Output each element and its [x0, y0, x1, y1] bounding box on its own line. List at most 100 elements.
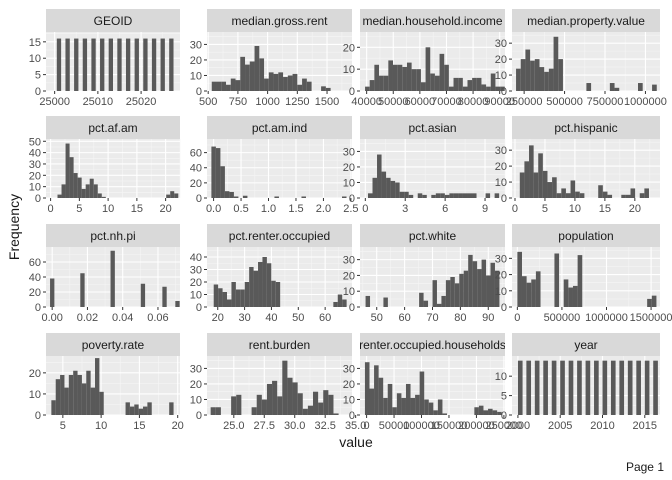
x-tick-label: 6 [442, 203, 448, 215]
histogram-bar [468, 254, 473, 307]
histogram-bar [77, 374, 82, 415]
x-tick-label: 40 [265, 312, 277, 324]
histogram-bar [143, 38, 148, 91]
histogram-bar [244, 282, 250, 307]
y-tick-label: 0 [196, 86, 202, 98]
histogram-bar [544, 71, 549, 91]
histogram-bar [630, 188, 636, 198]
histogram-bar [551, 360, 557, 415]
histogram-bar [472, 77, 477, 91]
histogram-bar [621, 194, 626, 198]
histogram-bar [390, 180, 396, 198]
histogram-bar [396, 393, 402, 415]
histogram-bar [554, 253, 560, 307]
y-tick-label: 0 [196, 302, 202, 314]
x-tick-label: 0 [364, 420, 370, 432]
histogram-bar [143, 406, 148, 415]
histogram-bar [74, 38, 79, 91]
histogram-bar [495, 86, 501, 91]
facet-panel-rent-burden: rent.burden 0 10 20 30 25.0 27.5 30.0 32.5 35.0 [190, 333, 366, 432]
histogram-bar [534, 360, 540, 415]
x-tick-label: 0 [362, 203, 368, 215]
facet-strip [207, 9, 352, 32]
y-tick-label: 20 [29, 170, 41, 182]
histogram-bar [365, 86, 370, 91]
x-tick-label: 150000 [431, 420, 468, 432]
x-tick-label: 5 [60, 420, 66, 432]
histogram-bar [231, 282, 236, 307]
histogram-bar [57, 194, 62, 198]
x-tick-label: 200000 [458, 420, 495, 432]
x-tick-label: 3 [402, 203, 408, 215]
histogram-bar [224, 191, 230, 198]
y-tick-label: 40 [190, 163, 202, 175]
histogram-bar [240, 56, 246, 91]
histogram-bar [169, 402, 174, 415]
histogram-bar [215, 407, 221, 415]
histogram-bar [323, 390, 329, 415]
histogram-bar [218, 288, 223, 307]
histogram-bar [90, 387, 96, 415]
facet-strip [512, 9, 660, 32]
histogram-bar [251, 407, 257, 415]
histogram-bar [497, 411, 502, 415]
facet-strip [207, 116, 352, 139]
histogram-bar [229, 191, 234, 198]
histogram-bar [227, 299, 232, 307]
y-tick-label: 5 [35, 70, 41, 82]
facet-strip [360, 116, 505, 139]
x-tick-label: 10 [569, 203, 581, 215]
histogram-bar [459, 273, 464, 307]
histogram-bar [494, 270, 500, 307]
facet-panel-pct-white: pct.white 0 10 20 30 50 60 70 80 90 [343, 224, 505, 324]
histogram-bar [170, 191, 175, 198]
histogram-bar [636, 360, 641, 415]
y-tick-label: 0 [349, 86, 355, 98]
histogram-bar [490, 73, 496, 91]
x-tick-label: 10 [95, 420, 107, 432]
histogram-bar [490, 262, 495, 307]
histogram-bar [61, 184, 66, 198]
x-tick-label: 25.0 [223, 420, 244, 432]
histogram-bar [73, 173, 78, 198]
histogram-bar [138, 408, 144, 415]
histogram-bar [397, 64, 403, 91]
x-tick-label: 0.06 [147, 312, 168, 324]
x-tick-label: 10 [102, 203, 114, 215]
histogram-bar [242, 195, 248, 198]
x-tick-label: 1500 [315, 96, 339, 108]
x-tick-label: 15 [599, 203, 611, 215]
histogram-bar [610, 360, 616, 415]
histogram-bar [432, 280, 437, 307]
histogram-bar [535, 271, 541, 307]
histogram-bar [401, 397, 406, 415]
histogram-bar [653, 360, 658, 415]
x-tick-label: 0 [48, 203, 54, 215]
histogram-bar [434, 75, 440, 91]
y-tick-label: 60 [190, 148, 202, 160]
histogram-bar [129, 406, 135, 415]
histogram-bar [379, 75, 384, 91]
histogram-bar [256, 394, 262, 415]
y-tick-label: 20 [190, 55, 202, 67]
y-tick-label: 0 [349, 302, 355, 314]
facet-title: pct.hispanic [554, 121, 617, 135]
histogram-bar [568, 360, 574, 415]
facet-strip [360, 333, 505, 356]
x-tick-label: 20 [159, 203, 171, 215]
histogram-bar [147, 402, 152, 415]
histogram-bar [318, 402, 324, 415]
x-tick-label: 90 [482, 312, 494, 324]
facet-title: pct.nh.pi [90, 229, 135, 243]
histogram-bar [486, 86, 491, 91]
x-tick-label: 20 [172, 420, 184, 432]
histogram-bar [134, 404, 139, 415]
histogram-bar [486, 275, 491, 307]
histogram-bar [364, 362, 370, 415]
x-tick-label: 0 [512, 203, 518, 215]
histogram-bar [65, 38, 70, 91]
histogram-bar [560, 360, 565, 415]
y-tick-label: 30 [495, 253, 507, 265]
